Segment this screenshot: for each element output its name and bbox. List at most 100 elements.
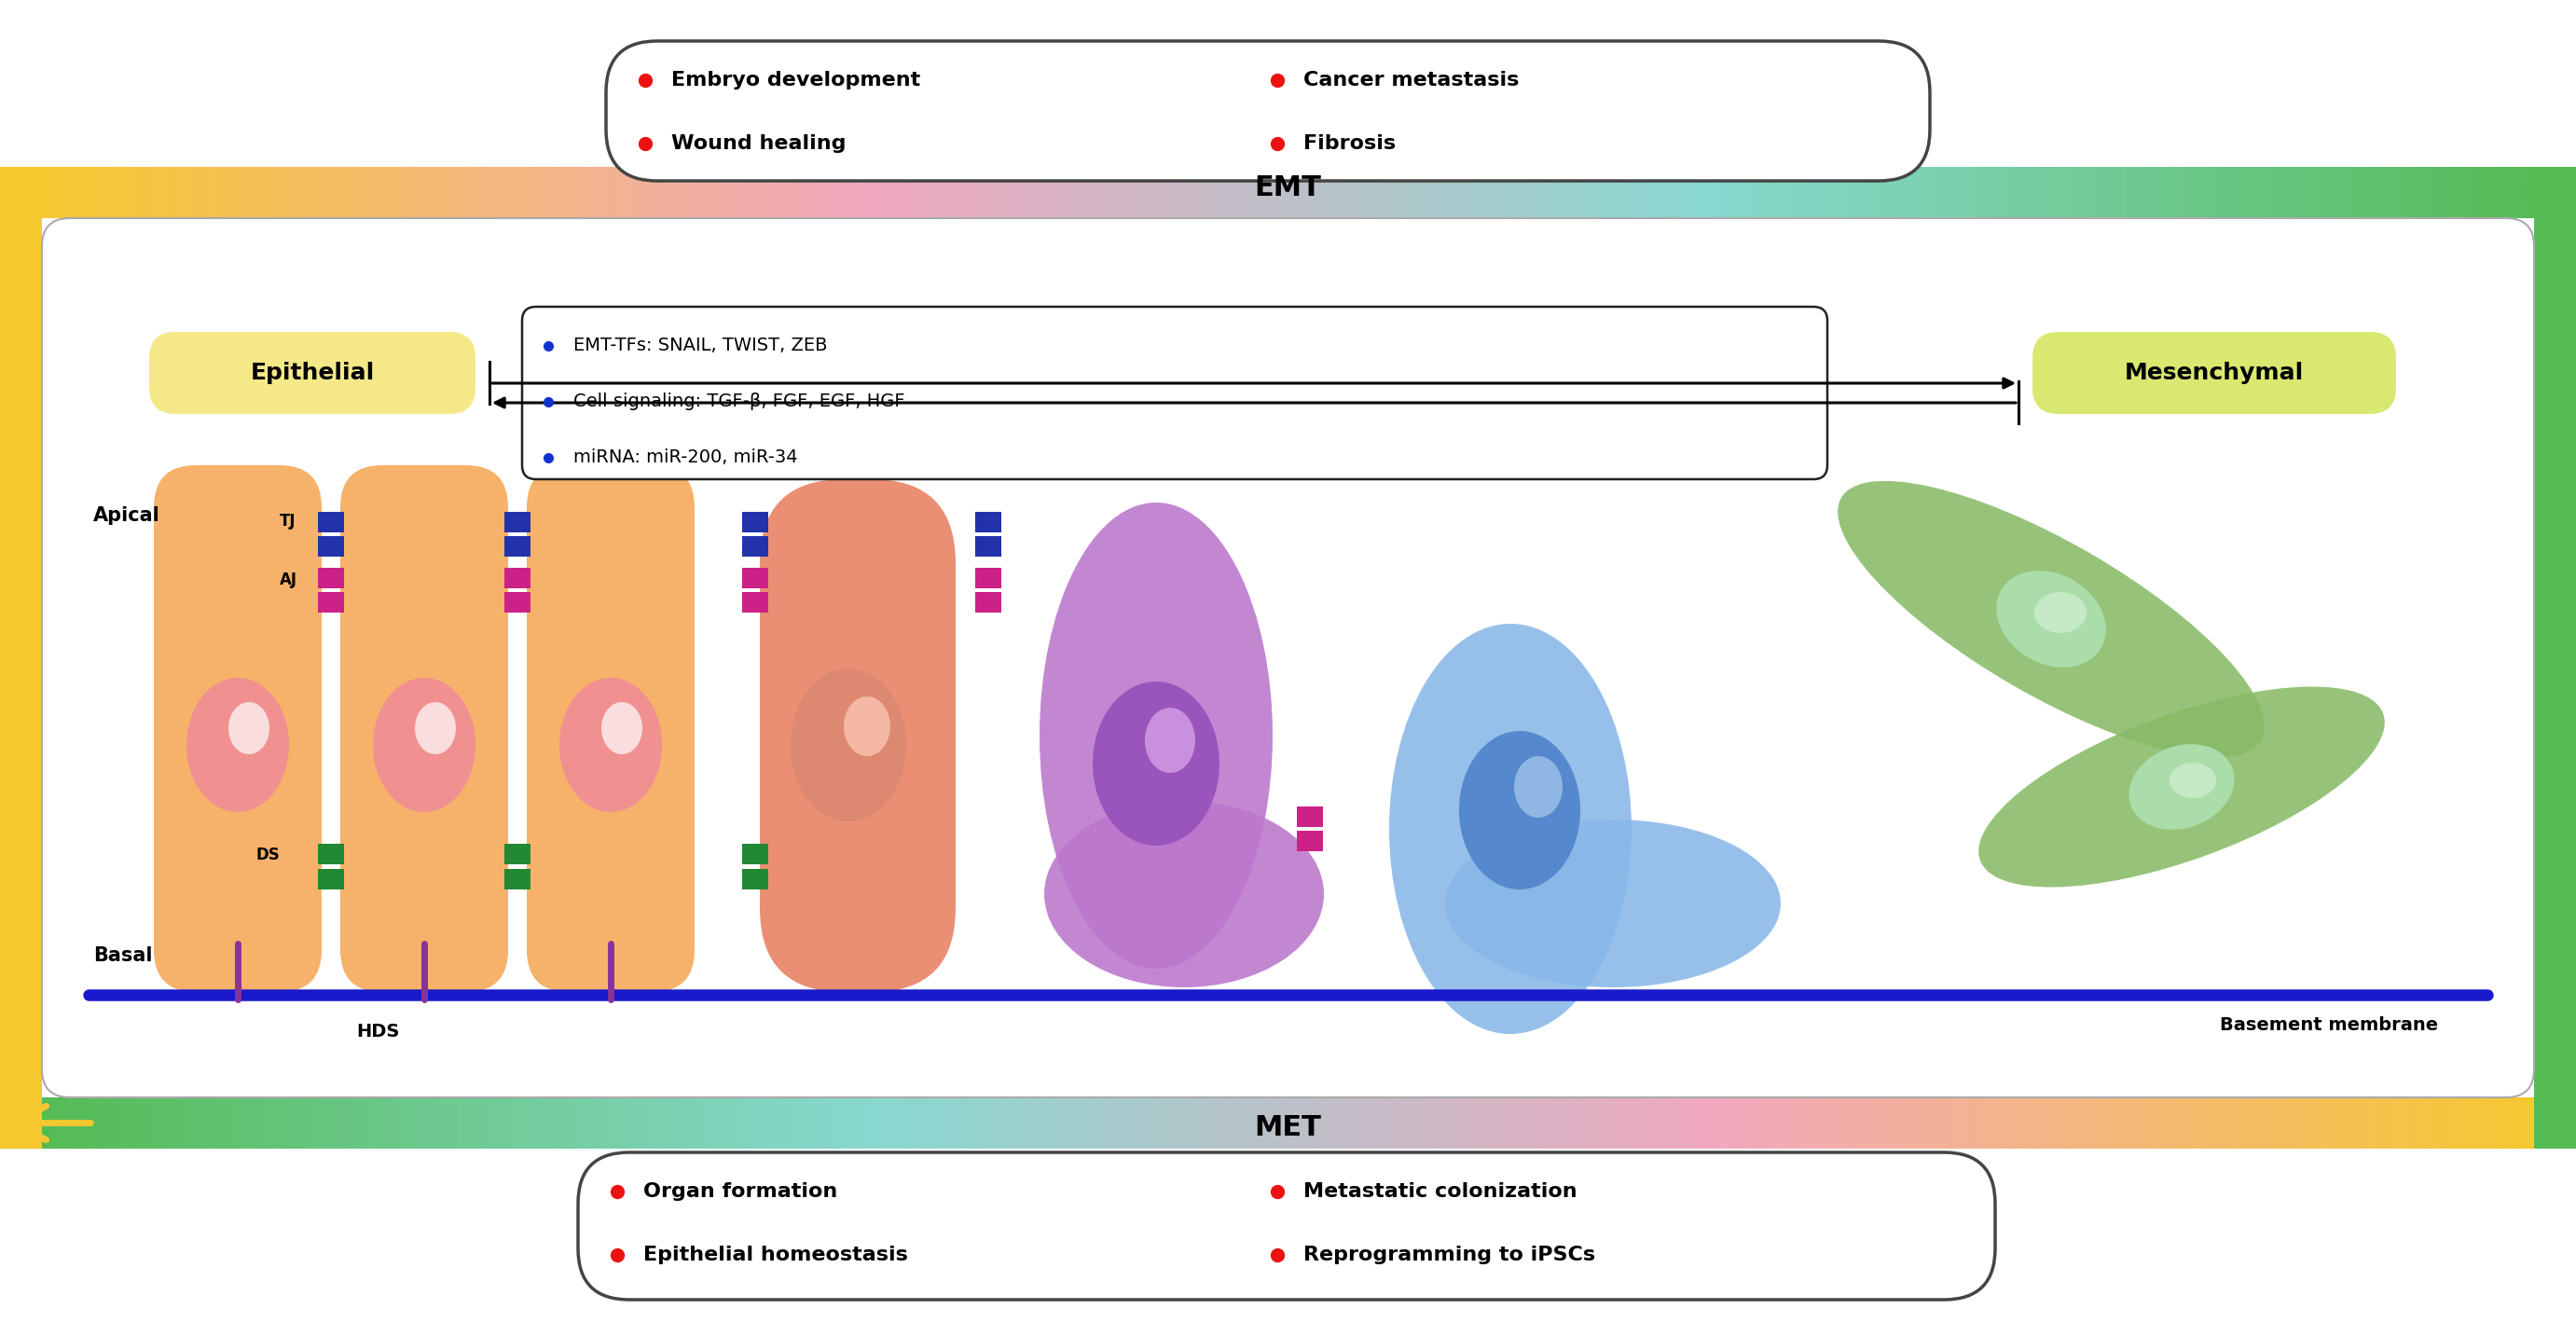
Ellipse shape <box>1458 732 1579 889</box>
Bar <box>448 167 459 218</box>
Text: Apical: Apical <box>93 507 160 525</box>
Bar <box>533 1097 541 1148</box>
Bar <box>997 1097 1007 1148</box>
Ellipse shape <box>791 668 907 822</box>
Bar <box>1785 167 1795 218</box>
Text: miRNA: miR-200, miR-34: miRNA: miR-200, miR-34 <box>574 448 799 467</box>
Bar <box>116 1097 126 1148</box>
Bar <box>2143 1097 2154 1148</box>
Bar <box>505 869 531 889</box>
Bar <box>2450 167 2460 218</box>
Bar <box>2192 1097 2202 1148</box>
Bar <box>1785 1097 1795 1148</box>
Bar <box>67 167 77 218</box>
Bar <box>2501 167 2509 218</box>
Bar <box>2326 167 2336 218</box>
Bar <box>2128 167 2136 218</box>
Bar <box>2251 167 2262 218</box>
Bar <box>1337 1097 1347 1148</box>
Bar <box>2375 167 2385 218</box>
Bar <box>1422 167 1430 218</box>
Bar <box>1571 167 1579 218</box>
Bar <box>2236 1097 2244 1148</box>
Bar <box>1803 1097 1814 1148</box>
Bar <box>116 167 126 218</box>
Bar <box>175 167 183 218</box>
Bar <box>374 167 384 218</box>
Bar <box>1605 1097 1613 1148</box>
Bar <box>2483 167 2494 218</box>
Bar <box>2442 167 2452 218</box>
Bar <box>672 1097 683 1148</box>
Bar <box>1587 1097 1597 1148</box>
Bar <box>1430 167 1437 218</box>
Bar <box>1703 167 1713 218</box>
Bar <box>956 1097 966 1148</box>
Bar <box>1329 167 1340 218</box>
Text: TJ: TJ <box>281 513 296 529</box>
Bar <box>1613 167 1620 218</box>
Bar <box>742 869 768 889</box>
Bar <box>1986 1097 1994 1148</box>
Bar <box>2087 1097 2094 1148</box>
Bar <box>814 167 824 218</box>
Bar <box>425 1097 433 1148</box>
Bar <box>1654 1097 1662 1148</box>
Bar <box>1960 167 1971 218</box>
Bar <box>2285 1097 2295 1148</box>
Bar <box>1486 1097 1497 1148</box>
Bar <box>1927 167 1937 218</box>
Bar <box>1412 1097 1422 1148</box>
Bar <box>2460 1097 2468 1148</box>
Bar <box>317 591 345 613</box>
Bar <box>1978 1097 1986 1148</box>
Bar <box>1721 167 1728 218</box>
Bar <box>1819 167 1829 218</box>
Bar <box>2169 167 2177 218</box>
Bar <box>2360 167 2370 218</box>
Bar <box>649 1097 657 1148</box>
Bar <box>317 844 345 864</box>
Bar <box>922 1097 933 1148</box>
Bar <box>250 1097 258 1148</box>
Bar <box>1754 167 1762 218</box>
Bar <box>224 1097 234 1148</box>
Bar <box>2102 167 2112 218</box>
Bar <box>2177 1097 2187 1148</box>
Bar <box>1919 167 1929 218</box>
Bar <box>742 568 768 589</box>
Bar <box>1497 1097 1504 1148</box>
Bar <box>2251 1097 2262 1148</box>
Bar <box>2192 167 2202 218</box>
Bar <box>549 1097 559 1148</box>
FancyBboxPatch shape <box>526 466 696 992</box>
Bar <box>1139 1097 1149 1148</box>
Bar <box>191 1097 201 1148</box>
Bar <box>1844 1097 1855 1148</box>
Bar <box>332 1097 343 1148</box>
Bar <box>1968 1097 1978 1148</box>
Bar <box>2117 167 2128 218</box>
Ellipse shape <box>2169 762 2215 798</box>
Bar <box>209 167 216 218</box>
Text: Wound healing: Wound healing <box>672 134 845 153</box>
Bar <box>2043 167 2053 218</box>
Bar <box>1546 1097 1556 1148</box>
Bar <box>2210 167 2221 218</box>
Bar <box>216 167 227 218</box>
Bar <box>2226 1097 2236 1148</box>
Bar <box>907 167 914 218</box>
Bar <box>1412 167 1422 218</box>
Bar <box>1620 167 1631 218</box>
Bar <box>1337 167 1347 218</box>
Bar <box>489 1097 500 1148</box>
Bar <box>1561 1097 1571 1148</box>
Bar <box>616 1097 623 1148</box>
Bar <box>724 167 732 218</box>
Bar <box>1512 167 1522 218</box>
Ellipse shape <box>1043 800 1324 987</box>
Bar <box>1937 1097 1945 1148</box>
Bar <box>466 167 474 218</box>
Bar <box>948 167 956 218</box>
Bar <box>2027 1097 2038 1148</box>
